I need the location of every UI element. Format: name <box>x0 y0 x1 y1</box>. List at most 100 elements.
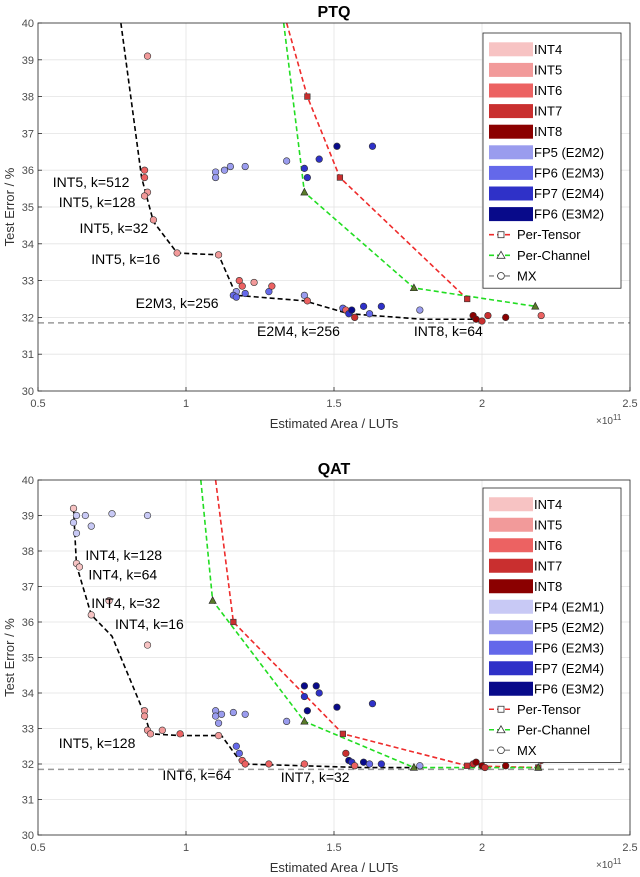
qat-y-tick-label: 30 <box>22 830 34 842</box>
qat-data-point <box>108 510 116 518</box>
qat-x-tick-label: 1.5 <box>326 842 341 854</box>
qat-per-channel-marker <box>300 716 309 725</box>
ptq-per-tensor-line <box>285 23 468 300</box>
qat-legend-label: Per-Channel <box>517 722 590 737</box>
qat-plot-content <box>38 480 630 772</box>
ptq-data-point <box>283 157 291 165</box>
ptq-annotation: INT5, k=128 <box>59 194 136 210</box>
qat-data-point <box>214 719 223 727</box>
qat-data-point <box>69 518 78 527</box>
ptq-legend-marker <box>496 250 506 259</box>
ptq-legend-label: INT4 <box>534 42 562 57</box>
ptq-per-channel-marker <box>300 187 309 196</box>
qat-data-point <box>146 730 155 738</box>
qat-legend-swatch <box>489 517 533 532</box>
ptq-data-point <box>416 306 424 314</box>
ptq-legend-label: FP6 (E3M2) <box>534 207 604 222</box>
ptq-legend-label: FP6 (E2M3) <box>534 165 604 180</box>
ptq-data-point <box>241 162 249 171</box>
ptq-data-point <box>265 288 273 296</box>
qat-legend-label: FP5 (E2M2) <box>534 620 604 635</box>
qat-data-point <box>472 758 480 766</box>
qat-data-point <box>368 700 377 708</box>
qat-y-tick-label: 31 <box>22 795 34 807</box>
ptq-y-tick-label: 36 <box>22 165 34 177</box>
qat-data-point <box>351 762 359 770</box>
qat-legend-label: FP7 (E2M4) <box>534 661 604 676</box>
qat-data-point <box>377 760 385 768</box>
qat-legend-label: FP6 (E3M2) <box>534 681 604 696</box>
qat-data-point <box>365 760 374 768</box>
ptq-data-point <box>212 173 220 182</box>
qat-x-tick-label: 0.5 <box>30 842 45 854</box>
qat-x-tick-label: 2.5 <box>622 842 637 854</box>
qat-legend-label: INT8 <box>534 579 562 594</box>
qat-legend-label: MX <box>517 743 537 758</box>
qat-data-point <box>143 641 152 649</box>
ptq-per-channel-marker <box>409 283 419 292</box>
qat-x-exponent-power: 11 <box>613 857 622 866</box>
ptq-legend-label: INT7 <box>534 104 562 119</box>
qat-legend-swatch <box>489 497 533 512</box>
ptq-legend-label: Per-Channel <box>517 248 590 263</box>
qat-data-point <box>360 758 368 766</box>
qat-data-point <box>69 504 78 512</box>
qat-annotation: INT4, k=32 <box>91 595 160 611</box>
qat-legend-marker <box>497 746 505 755</box>
ptq-data-point <box>143 52 152 60</box>
qat-data-point <box>212 712 220 720</box>
ptq-data-point <box>268 282 276 290</box>
qat-data-point <box>241 760 249 768</box>
ptq-legend-swatch <box>489 62 533 77</box>
ptq-y-tick-label: 33 <box>22 276 34 288</box>
ptq-x-tick-label: 1.5 <box>326 398 341 410</box>
qat-legend-swatch <box>489 640 533 655</box>
ptq-data-point <box>300 164 309 172</box>
ptq-x-tick-label: 2 <box>479 398 485 410</box>
ptq-data-point <box>360 302 368 310</box>
qat-data-point <box>283 717 291 726</box>
qat-data-point <box>303 707 311 715</box>
ptq-data-point <box>300 291 309 299</box>
qat-y-tick-label: 40 <box>22 475 34 487</box>
ptq-legend-swatch <box>489 207 533 222</box>
ptq-data-point <box>232 293 240 301</box>
ptq-per-tensor-marker <box>336 174 344 181</box>
ptq-legend-label: FP5 (E2M2) <box>534 145 604 160</box>
ptq-data-point <box>149 216 158 224</box>
ptq-chart-title: PTQ <box>318 4 351 21</box>
ptq-data-point <box>235 277 243 285</box>
ptq-legend-swatch <box>489 186 533 201</box>
qat-annotation: INT5, k=128 <box>59 735 136 751</box>
qat-x-axis-title: Estimated Area / LUTs <box>270 860 399 875</box>
qat-legend-marker <box>496 724 506 734</box>
qat-data-point <box>158 726 166 734</box>
qat-data-point <box>300 692 309 701</box>
ptq-data-point <box>173 249 181 257</box>
ptq-data-point <box>214 251 223 259</box>
ptq-y-tick-label: 32 <box>22 312 34 324</box>
qat-y-tick-label: 32 <box>22 759 34 771</box>
ptq-x-tick-label: 2.5 <box>622 398 637 410</box>
ptq-x-exponent: ×1011 <box>596 413 622 427</box>
ptq-data-point <box>315 155 323 163</box>
ptq-data-point <box>250 278 258 287</box>
ptq-data-point <box>348 306 356 314</box>
ptq-y-tick-label: 31 <box>22 349 34 361</box>
ptq-y-tick-label: 35 <box>22 202 34 214</box>
qat-data-point <box>87 611 95 619</box>
qat-per-channel-marker <box>534 762 543 771</box>
qat-data-point <box>235 749 243 757</box>
ptq-data-point <box>238 282 246 290</box>
qat-data-point <box>342 749 350 757</box>
ptq-y-tick-label: 30 <box>22 386 34 398</box>
ptq-data-point <box>537 311 545 320</box>
qat-chart: 0.5 1 1.5 2 2.5 30 31 32 33 34 35 36 37 38 39 40 ×1011 Es… <box>2 461 638 875</box>
qat-annotation: INT4, k=16 <box>115 616 184 632</box>
ptq-x-tick-label: 0.5 <box>30 398 45 410</box>
ptq-data-point <box>368 142 377 150</box>
ptq-legend-label: INT8 <box>534 124 562 139</box>
qat-legend-label: FP4 (E2M1) <box>534 599 604 614</box>
qat-legend-label: INT4 <box>534 497 562 512</box>
qat-y-tick-label: 33 <box>22 724 34 736</box>
